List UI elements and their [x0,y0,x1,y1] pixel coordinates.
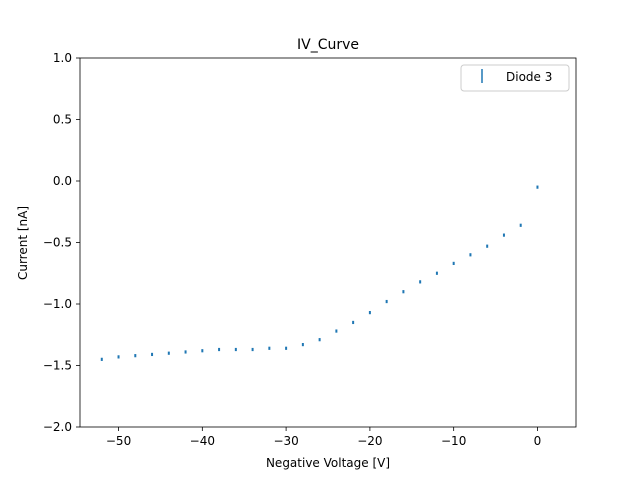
legend: Diode 3 [460,64,570,92]
legend-box [460,64,570,92]
plot-area: −50 −40 −30 −20 −10 0 1.0 0.5 0.0 −0.5 −1.0 −1.5 −2.… [43,51,577,448]
x-tick-label: −10 [441,434,466,448]
y-tick-label: −2.0 [43,420,72,434]
chart-title: IV_Curve [297,37,359,53]
y-tick-label: −1.0 [43,297,72,311]
plot-background [80,58,576,427]
x-tick-label: −20 [357,434,382,448]
y-tick-label: 0.0 [53,174,72,188]
y-tick-label: −1.5 [43,359,72,373]
y-tick-label: −0.5 [43,236,72,250]
y-tick-label: 1.0 [53,51,72,65]
plot-frame [79,57,577,428]
x-tick-label: −50 [106,434,131,448]
x-tick-label: −30 [273,434,298,448]
y-axis-label: Current [nA] [16,206,30,280]
x-tick-label: 0 [534,434,542,448]
legend-label: Diode 3 [506,70,552,84]
x-tick-label: −40 [190,434,215,448]
y-tick-label: 0.5 [53,113,72,127]
x-axis-label: Negative Voltage [V] [266,456,390,470]
